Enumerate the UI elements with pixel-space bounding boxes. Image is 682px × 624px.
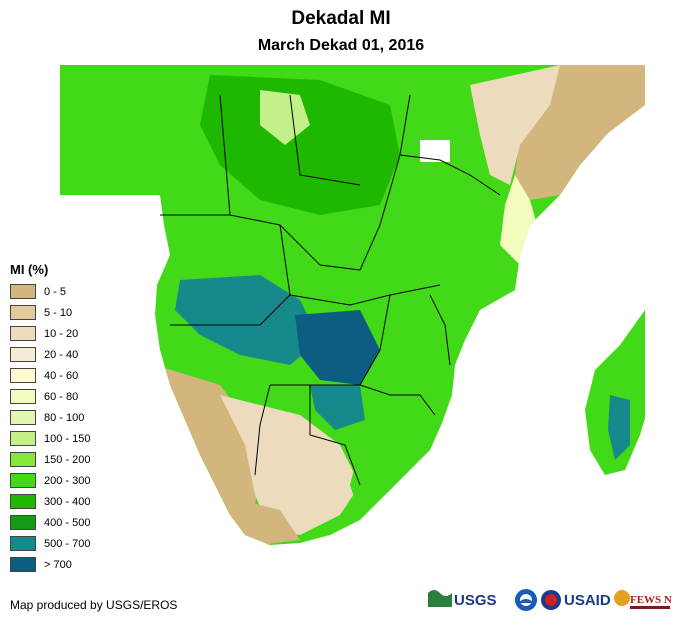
- legend-item: 200 - 300: [10, 470, 140, 491]
- legend-item: 150 - 200: [10, 449, 140, 470]
- region-east-dry: [470, 65, 560, 185]
- region-botswana-teal: [310, 385, 365, 430]
- legend-swatch: [10, 515, 36, 530]
- legend-label: 400 - 500: [44, 516, 91, 529]
- legend-label: 60 - 80: [44, 390, 79, 403]
- legend-swatch: [10, 536, 36, 551]
- legend-swatch: [10, 284, 36, 299]
- legend-item: 80 - 100: [10, 407, 140, 428]
- legend-label: 20 - 40: [44, 348, 79, 361]
- map-subtitle: March Dekad 01, 2016: [257, 37, 425, 54]
- legend-swatch: [10, 410, 36, 425]
- region-east-sa-green: [350, 445, 410, 515]
- region-kalahari-dry: [220, 395, 360, 535]
- legend-item: 400 - 500: [10, 512, 140, 533]
- legend-swatch: [10, 326, 36, 341]
- fews-net-logo-text: FEWS NET: [630, 594, 672, 606]
- legend-label: 0 - 5: [44, 285, 67, 298]
- legend-swatch: [10, 557, 36, 572]
- mi-map: [60, 65, 645, 595]
- legend-label: 300 - 400: [44, 495, 91, 508]
- agency-logos: USGS USAID FEWS NET: [426, 585, 682, 615]
- legend-items: 0 - 5 5 - 10 10 - 20 20 - 40 40 - 60 60 …: [10, 281, 140, 575]
- legend: MI (%) 0 - 5 5 - 10 10 - 20 20 - 40 40 -…: [10, 262, 140, 575]
- legend-item: 60 - 80: [10, 386, 140, 407]
- legend-item: 20 - 40: [10, 344, 140, 365]
- legend-title: MI (%): [10, 262, 49, 277]
- legend-label: 150 - 200: [44, 453, 91, 466]
- legend-item: 5 - 10: [10, 302, 140, 323]
- legend-label: 100 - 150: [44, 432, 91, 445]
- legend-label: 10 - 20: [44, 327, 79, 340]
- country-borders: [160, 94, 501, 486]
- legend-label: 40 - 60: [44, 369, 79, 382]
- credit-text: Map produced by USGS/EROS: [10, 598, 178, 612]
- noaa-logo: [515, 589, 537, 611]
- legend-swatch: [10, 305, 36, 320]
- legend-item: 10 - 20: [10, 323, 140, 344]
- legend-item: 300 - 400: [10, 491, 140, 512]
- legend-label: 200 - 300: [44, 474, 91, 487]
- legend-swatch: [10, 494, 36, 509]
- madagascar-teal: [608, 395, 630, 460]
- legend-item: 0 - 5: [10, 281, 140, 302]
- fews-net-logo: FEWS NET: [614, 590, 682, 609]
- legend-item: 100 - 150: [10, 428, 140, 449]
- region-central-light: [260, 90, 310, 145]
- legend-swatch: [10, 347, 36, 362]
- legend-label: 80 - 100: [44, 411, 85, 424]
- lake-victoria: [420, 140, 450, 162]
- legend-label: > 700: [44, 558, 72, 571]
- region-angola-teal: [175, 275, 320, 365]
- usaid-logo-text: USAID: [564, 592, 611, 609]
- legend-item: > 700: [10, 554, 140, 575]
- legend-item: 40 - 60: [10, 365, 140, 386]
- map-title: Dekadal MI: [291, 8, 391, 29]
- legend-label: 500 - 700: [44, 537, 91, 550]
- usgs-logo: USGS: [428, 590, 497, 609]
- legend-swatch: [10, 452, 36, 467]
- legend-swatch: [10, 473, 36, 488]
- legend-swatch: [10, 431, 36, 446]
- region-congo: [200, 75, 400, 215]
- legend-swatch: [10, 389, 36, 404]
- region-zambia-teal: [295, 310, 380, 385]
- usaid-logo: USAID: [541, 590, 611, 610]
- legend-swatch: [10, 368, 36, 383]
- legend-item: 500 - 700: [10, 533, 140, 554]
- legend-label: 5 - 10: [44, 306, 73, 319]
- usgs-logo-text: USGS: [454, 592, 497, 609]
